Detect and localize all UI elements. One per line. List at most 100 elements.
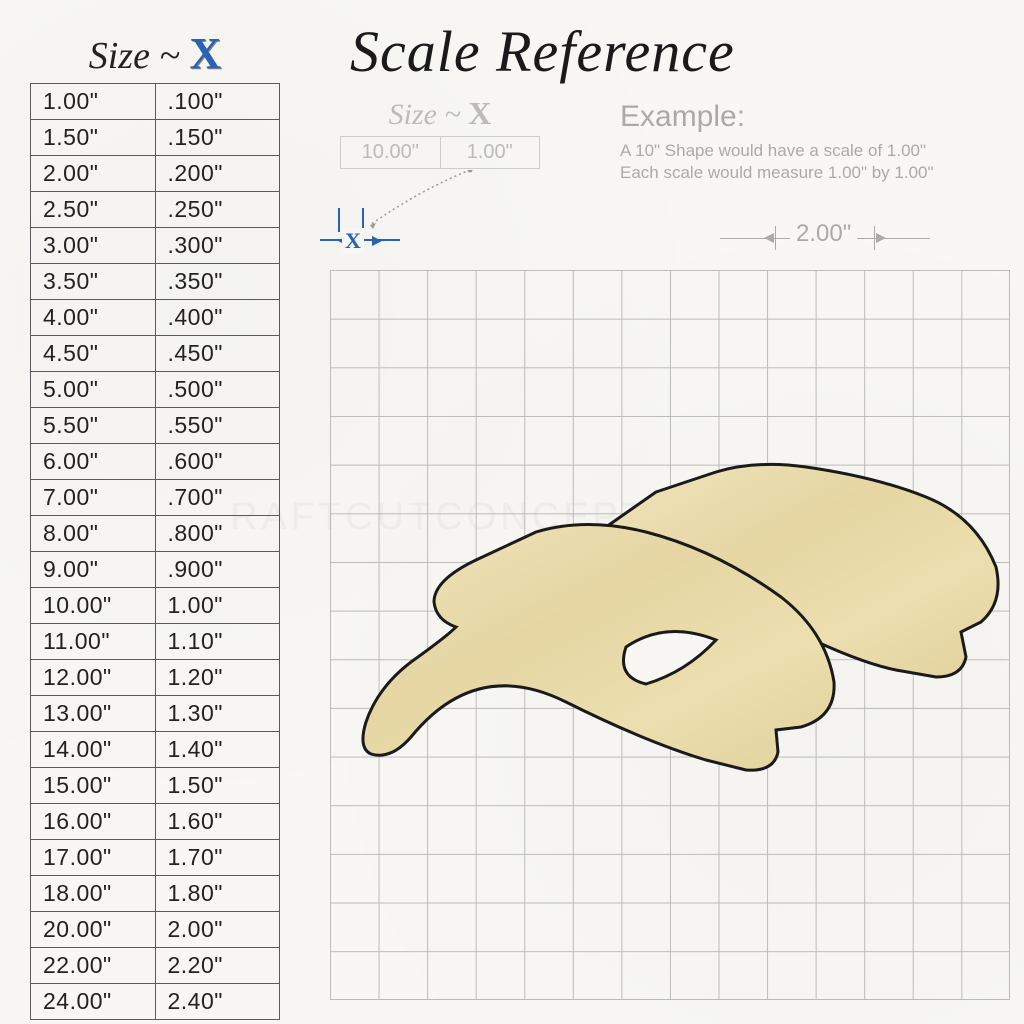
- size-cell: 1.00": [31, 84, 156, 120]
- size-cell: 13.00": [31, 696, 156, 732]
- example-title: Example:: [620, 100, 1010, 134]
- size-cell: 6.00": [31, 444, 156, 480]
- table-row: 14.00"1.40": [31, 732, 280, 768]
- example-line-1: A 10" Shape would have a scale of 1.00": [620, 140, 1010, 162]
- table-row: 12.00"1.20": [31, 660, 280, 696]
- size-cell: 17.00": [31, 840, 156, 876]
- example-line-2: Each scale would measure 1.00" by 1.00": [620, 162, 1010, 184]
- scale-cell: .350": [155, 264, 280, 300]
- table-row: 5.00".500": [31, 372, 280, 408]
- scale-cell: 1.80": [155, 876, 280, 912]
- size-table-header-prefix: Size ~: [89, 35, 190, 77]
- table-row: 20.00"2.00": [31, 912, 280, 948]
- size-cell: 10.00": [31, 588, 156, 624]
- size-cell: 15.00": [31, 768, 156, 804]
- mini-cell-size: 10.00": [341, 137, 441, 169]
- size-cell: 2.50": [31, 192, 156, 228]
- size-cell: 9.00": [31, 552, 156, 588]
- scale-cell: .500": [155, 372, 280, 408]
- mini-example-block: Size ~ X 10.00" 1.00": [310, 95, 570, 169]
- size-cell: 3.00": [31, 228, 156, 264]
- table-row: 17.00"1.70": [31, 840, 280, 876]
- scale-cell: .550": [155, 408, 280, 444]
- size-cell: 14.00": [31, 732, 156, 768]
- size-cell: 1.50": [31, 120, 156, 156]
- scale-cell: .900": [155, 552, 280, 588]
- size-cell: 8.00": [31, 516, 156, 552]
- example-block: Example: A 10" Shape would have a scale …: [620, 100, 1010, 184]
- size-cell: 11.00": [31, 624, 156, 660]
- table-row: 10.00"1.00": [31, 588, 280, 624]
- scale-cell: .100": [155, 84, 280, 120]
- table-row: 11.00"1.10": [31, 624, 280, 660]
- scale-cell: 2.20": [155, 948, 280, 984]
- size-cell: 22.00": [31, 948, 156, 984]
- scale-cell: 2.00": [155, 912, 280, 948]
- mini-example-table: 10.00" 1.00": [340, 136, 540, 169]
- size-cell: 16.00": [31, 804, 156, 840]
- size-cell: 5.50": [31, 408, 156, 444]
- size-cell: 4.00": [31, 300, 156, 336]
- table-row: 1.50".150": [31, 120, 280, 156]
- dimension-grid-width-label: 2.00": [790, 220, 857, 248]
- size-cell: 20.00": [31, 912, 156, 948]
- size-table-header: Size ~ X: [30, 28, 280, 79]
- scale-cell: 2.40": [155, 984, 280, 1020]
- scale-cell: .300": [155, 228, 280, 264]
- table-row: 5.50".550": [31, 408, 280, 444]
- scale-cell: 1.50": [155, 768, 280, 804]
- table-row: 9.00".900": [31, 552, 280, 588]
- table-row: 7.00".700": [31, 480, 280, 516]
- size-cell: 2.00": [31, 156, 156, 192]
- scale-cell: 1.30": [155, 696, 280, 732]
- scale-cell: 1.00": [155, 588, 280, 624]
- table-row: 4.00".400": [31, 300, 280, 336]
- size-table-grid: 1.00".100"1.50".150"2.00".200"2.50".250"…: [30, 83, 280, 1020]
- scale-cell: .450": [155, 336, 280, 372]
- table-row: 24.00"2.40": [31, 984, 280, 1020]
- size-cell: 7.00": [31, 480, 156, 516]
- mini-cell-scale: 1.00": [440, 137, 540, 169]
- size-cell: 24.00": [31, 984, 156, 1020]
- size-table: Size ~ X 1.00".100"1.50".150"2.00".200"2…: [30, 28, 280, 1020]
- scale-cell: .800": [155, 516, 280, 552]
- table-row: 3.00".300": [31, 228, 280, 264]
- table-row: 10.00" 1.00": [341, 137, 540, 169]
- scale-cell: .150": [155, 120, 280, 156]
- size-cell: 12.00": [31, 660, 156, 696]
- scale-cell: .600": [155, 444, 280, 480]
- mini-example-header: Size ~ X: [310, 95, 570, 132]
- size-cell: 18.00": [31, 876, 156, 912]
- table-row: 16.00"1.60": [31, 804, 280, 840]
- table-row: 2.50".250": [31, 192, 280, 228]
- table-row: 4.50".450": [31, 336, 280, 372]
- mini-example-header-x: X: [468, 95, 491, 131]
- table-row: 18.00"1.80": [31, 876, 280, 912]
- scale-cell: 1.70": [155, 840, 280, 876]
- scale-cell: .700": [155, 480, 280, 516]
- table-row: 15.00"1.50": [31, 768, 280, 804]
- sample-shape-shoes: [356, 452, 1006, 832]
- table-row: 8.00".800": [31, 516, 280, 552]
- table-row: 2.00".200": [31, 156, 280, 192]
- scale-cell: 1.40": [155, 732, 280, 768]
- example-text: A 10" Shape would have a scale of 1.00" …: [620, 140, 1010, 184]
- dimension-x-label: X: [342, 228, 364, 254]
- scale-cell: .250": [155, 192, 280, 228]
- page-title: Scale Reference: [350, 18, 735, 85]
- table-row: 3.50".350": [31, 264, 280, 300]
- table-row: 1.00".100": [31, 84, 280, 120]
- scale-cell: 1.60": [155, 804, 280, 840]
- size-cell: 4.50": [31, 336, 156, 372]
- mini-example-header-prefix: Size ~: [389, 98, 469, 131]
- table-row: 22.00"2.20": [31, 948, 280, 984]
- scale-cell: .200": [155, 156, 280, 192]
- size-table-header-x: X: [190, 29, 222, 78]
- table-row: 6.00".600": [31, 444, 280, 480]
- table-row: 13.00"1.30": [31, 696, 280, 732]
- scale-cell: 1.20": [155, 660, 280, 696]
- size-cell: 5.00": [31, 372, 156, 408]
- scale-cell: .400": [155, 300, 280, 336]
- scale-cell: 1.10": [155, 624, 280, 660]
- size-cell: 3.50": [31, 264, 156, 300]
